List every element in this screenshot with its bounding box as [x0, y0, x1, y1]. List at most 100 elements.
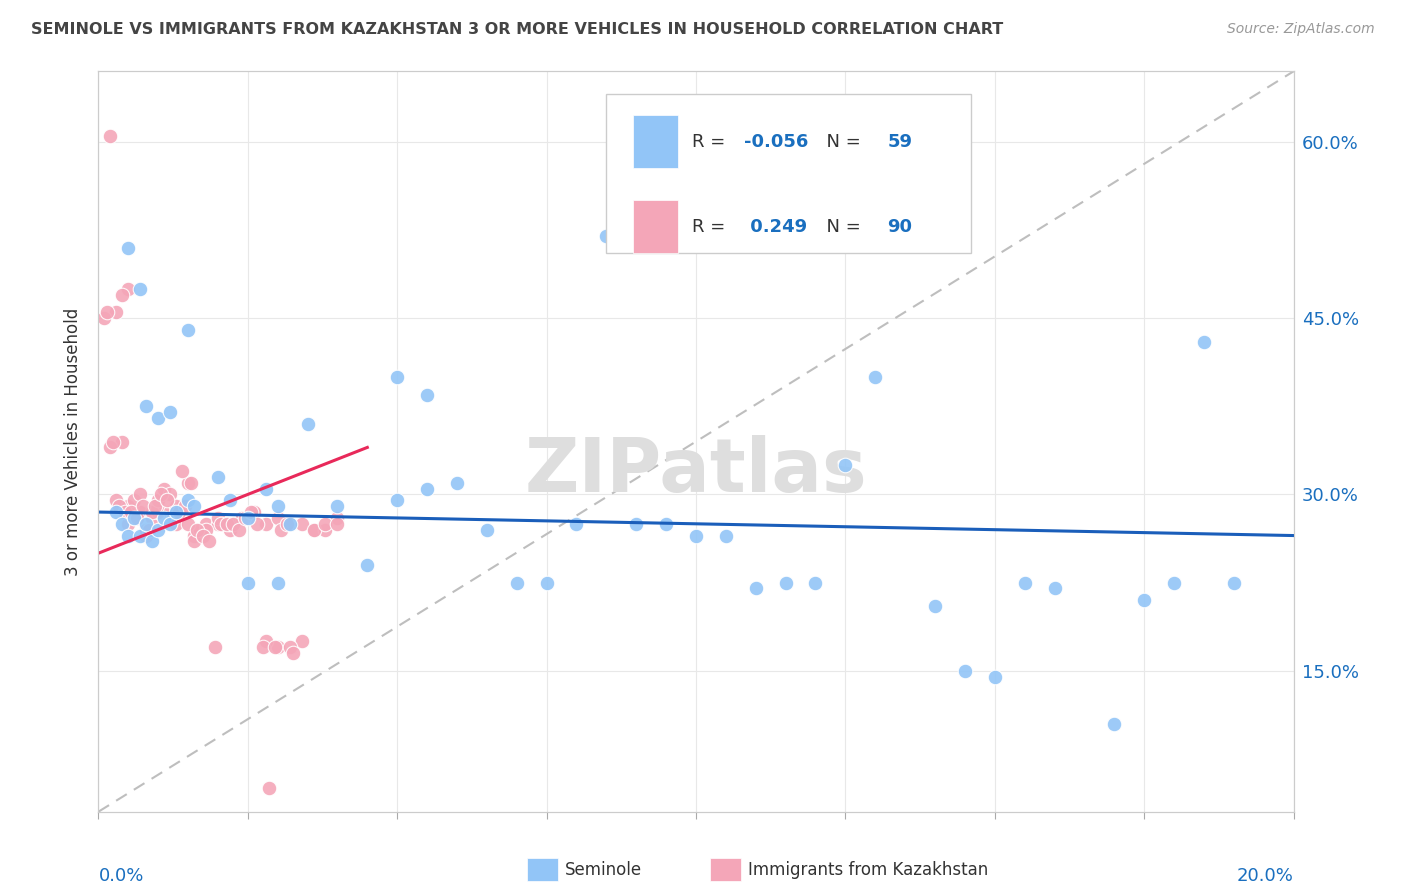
Point — [111, 434, 134, 449]
Point — [165, 499, 187, 513]
Point — [111, 287, 134, 301]
Point — [278, 516, 301, 531]
Point — [326, 511, 349, 525]
Point — [135, 523, 157, 537]
Point — [150, 487, 173, 501]
Point — [745, 582, 768, 596]
Point — [148, 499, 170, 513]
Point — [1223, 575, 1246, 590]
Point — [105, 505, 128, 519]
Point — [191, 528, 214, 542]
Point — [416, 387, 439, 401]
Text: -0.056: -0.056 — [744, 133, 808, 151]
Point — [984, 669, 1007, 683]
Text: 0.249: 0.249 — [744, 218, 807, 235]
Point — [129, 282, 152, 296]
Point — [148, 505, 170, 519]
Point — [103, 434, 125, 449]
Point — [186, 523, 208, 537]
Point — [302, 523, 325, 537]
Point — [132, 499, 155, 513]
Point — [177, 516, 200, 531]
Point — [138, 523, 160, 537]
Point — [278, 640, 301, 655]
Point — [236, 575, 259, 590]
Point — [1192, 334, 1215, 349]
Point — [685, 528, 707, 542]
Point — [124, 511, 146, 525]
Point — [565, 516, 588, 531]
Point — [267, 499, 290, 513]
Point — [141, 505, 163, 519]
Point — [416, 482, 439, 496]
Point — [159, 487, 181, 501]
Point — [231, 511, 253, 525]
Point — [207, 516, 229, 531]
Point — [246, 516, 269, 531]
Point — [254, 634, 277, 648]
Point — [231, 511, 253, 525]
Text: SEMINOLE VS IMMIGRANTS FROM KAZAKHSTAN 3 OR MORE VEHICLES IN HOUSEHOLD CORRELATI: SEMINOLE VS IMMIGRANTS FROM KAZAKHSTAN 3… — [31, 22, 1004, 37]
Point — [98, 128, 122, 143]
Point — [117, 516, 139, 531]
Point — [135, 516, 157, 531]
Point — [127, 511, 149, 525]
Point — [141, 511, 163, 525]
Point — [276, 516, 298, 531]
Text: 90: 90 — [887, 218, 912, 235]
Point — [96, 305, 118, 319]
Point — [281, 646, 304, 660]
Point — [222, 516, 245, 531]
Point — [1014, 575, 1036, 590]
Point — [135, 399, 157, 413]
Text: N =: N = — [815, 218, 868, 235]
Point — [114, 505, 136, 519]
Point — [111, 516, 134, 531]
Point — [385, 370, 409, 384]
Point — [124, 493, 146, 508]
Point — [475, 523, 498, 537]
Point — [254, 516, 277, 531]
Point — [506, 575, 529, 590]
Point — [204, 640, 226, 655]
FancyBboxPatch shape — [633, 200, 678, 253]
Point — [172, 464, 194, 478]
Point — [183, 528, 205, 542]
Point — [291, 634, 314, 648]
Point — [278, 516, 301, 531]
Point — [129, 487, 152, 501]
Point — [207, 470, 229, 484]
Point — [1104, 716, 1126, 731]
Point — [183, 499, 205, 513]
Point — [385, 493, 409, 508]
Point — [117, 528, 139, 542]
Point — [177, 323, 200, 337]
Point — [219, 516, 242, 531]
Point — [291, 516, 314, 531]
Point — [159, 505, 181, 519]
Point — [120, 505, 142, 519]
Point — [177, 475, 200, 490]
Y-axis label: 3 or more Vehicles in Household: 3 or more Vehicles in Household — [65, 308, 83, 575]
Point — [257, 781, 280, 796]
Point — [172, 499, 194, 513]
Point — [243, 505, 266, 519]
Point — [180, 475, 202, 490]
Point — [219, 493, 242, 508]
Point — [153, 482, 176, 496]
Point — [148, 411, 170, 425]
Text: Source: ZipAtlas.com: Source: ZipAtlas.com — [1227, 22, 1375, 37]
Point — [153, 487, 176, 501]
Point — [270, 523, 292, 537]
Point — [243, 505, 266, 519]
Point — [356, 558, 378, 572]
Point — [174, 499, 197, 513]
Text: Immigrants from Kazakhstan: Immigrants from Kazakhstan — [748, 861, 988, 879]
Point — [263, 640, 285, 655]
Point — [1133, 593, 1156, 607]
Point — [105, 305, 128, 319]
FancyBboxPatch shape — [606, 94, 972, 252]
Point — [834, 458, 856, 472]
Point — [315, 523, 337, 537]
Point — [159, 405, 181, 419]
